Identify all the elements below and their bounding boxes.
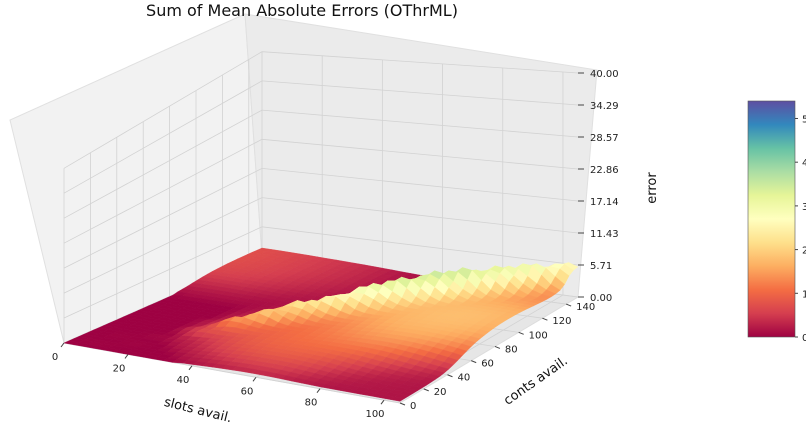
error-surface xyxy=(63,247,579,402)
x-tick-label: 100 xyxy=(365,409,384,420)
grid-line xyxy=(63,138,579,244)
y-axis-label: conts avail. xyxy=(501,354,570,409)
colorbar-tick-label: 5 xyxy=(802,114,806,125)
grid-line xyxy=(63,197,579,294)
y-tick-label: 0 xyxy=(410,401,416,412)
y-tick-label: 140 xyxy=(576,302,595,313)
colorbar-gradient xyxy=(747,100,796,338)
y-tick-label: 60 xyxy=(481,359,494,370)
x-tick-mark xyxy=(252,376,257,382)
y-tick-mark xyxy=(518,331,524,335)
x-axis-label: slots avail. xyxy=(162,395,233,426)
grid-line xyxy=(63,80,579,194)
y-tick-mark xyxy=(423,388,429,392)
colorbar-tick-label: 1 xyxy=(802,289,806,300)
z-tick-label: 40.00 xyxy=(590,69,619,80)
x-tick-mark xyxy=(380,399,385,405)
colorbar: 0 1 2 3 4 5 xyxy=(747,100,806,344)
z-axis-label: error xyxy=(645,172,660,204)
z-tick-label: 22.86 xyxy=(590,165,619,176)
colorbar-tick-label: 2 xyxy=(802,246,806,257)
y-tick-label: 40 xyxy=(457,373,470,384)
x-tick-label: 0 xyxy=(52,352,58,363)
colorbar-tick-label: 4 xyxy=(802,158,806,169)
x-tick-label: 20 xyxy=(113,363,126,374)
z-tick-label: 11.43 xyxy=(590,229,619,240)
x-tick-label: 80 xyxy=(305,398,318,409)
x-tick-mark xyxy=(124,354,129,359)
grid-line xyxy=(63,109,579,219)
y-tick-mark xyxy=(494,346,501,349)
z-tick-label: 34.29 xyxy=(590,101,619,112)
x-tick-label: 40 xyxy=(177,375,190,386)
x-tick-label: 60 xyxy=(241,386,254,397)
grid-line xyxy=(63,51,579,169)
grid-line xyxy=(63,226,579,319)
x-tick-mark xyxy=(316,388,321,394)
y-tick-mark xyxy=(565,303,572,307)
surface-cell xyxy=(389,396,405,402)
y-tick-label: 100 xyxy=(529,330,548,341)
z-tick-label: 5.71 xyxy=(590,261,612,272)
y-tick-label: 120 xyxy=(552,316,571,327)
x-tick-mark xyxy=(188,365,193,371)
chart-title: Sum of Mean Absolute Errors (OThrML) xyxy=(146,1,458,20)
y-tick-label: 20 xyxy=(434,387,447,398)
y-tick-mark xyxy=(542,317,548,321)
z-tick-label: 0.00 xyxy=(590,293,612,304)
colorbar-tick-label: 3 xyxy=(802,202,806,213)
y-tick-mark xyxy=(447,374,453,378)
y-tick-mark xyxy=(399,402,406,406)
x-tick-mark xyxy=(60,342,65,348)
y-tick-mark xyxy=(471,360,477,364)
y-tick-label: 80 xyxy=(505,344,518,355)
z-tick-label: 17.14 xyxy=(590,197,619,208)
grid-line xyxy=(63,167,579,269)
colorbar-tick-label: 0 xyxy=(802,333,806,344)
z-tick-label: 28.57 xyxy=(590,133,619,144)
